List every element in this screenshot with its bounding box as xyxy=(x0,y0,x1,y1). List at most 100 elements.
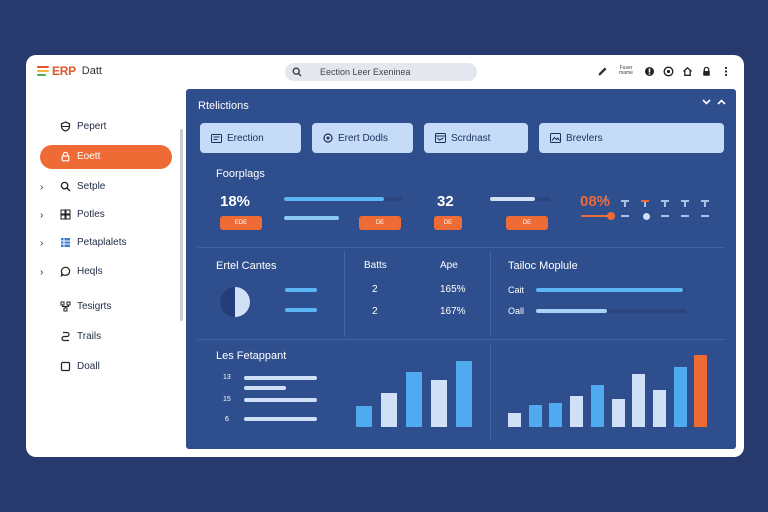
chevron-right-icon[interactable]: › xyxy=(40,210,44,221)
module-row-label: Cait xyxy=(508,285,525,295)
sidebar-item-petaplalets[interactable]: › Petaplalets xyxy=(40,231,172,255)
list-icon xyxy=(211,133,222,143)
chevron-right-icon[interactable]: › xyxy=(40,238,44,249)
tab-erection[interactable]: Erection xyxy=(200,123,301,153)
chart-bar[interactable] xyxy=(456,361,472,427)
centers-pie-chart xyxy=(220,287,250,317)
sidebar-item-label: Eoett xyxy=(77,151,101,162)
kpi-badge-3[interactable]: DE xyxy=(434,216,462,230)
tab-brevlers[interactable]: Brevlers xyxy=(539,123,724,153)
sidebar-item-heqls[interactable]: › Heqls xyxy=(40,260,172,284)
sidebar-item-potles[interactable]: › Potles xyxy=(40,203,172,227)
sidebar-item-pepert[interactable]: Pepert xyxy=(40,115,172,139)
circle-icon xyxy=(323,133,333,143)
table-cell: 2 xyxy=(372,306,378,317)
chart-row-label: 15 xyxy=(223,396,231,403)
sidebar-item-doall[interactable]: Doall xyxy=(40,355,172,379)
sidebar-item-label: Potles xyxy=(77,209,105,220)
sidebar-item-eoett[interactable]: Eoett xyxy=(40,145,172,169)
kpi-badge-2[interactable]: DE xyxy=(359,216,401,230)
sidebar-item-label: Pepert xyxy=(77,121,107,132)
app-logo[interactable]: ERP Datt xyxy=(37,64,102,78)
chart-bar[interactable] xyxy=(406,372,422,427)
logo-mark-icon xyxy=(37,66,49,76)
kpi-slider-grid[interactable] xyxy=(581,193,716,225)
chevron-right-icon[interactable]: › xyxy=(40,267,44,278)
chart-bar[interactable] xyxy=(508,413,521,427)
kpi-value-1: 18% xyxy=(220,193,251,210)
image-icon xyxy=(550,133,561,143)
chart-bar[interactable] xyxy=(632,374,646,427)
compass-icon[interactable] xyxy=(662,64,675,78)
chart-bar[interactable] xyxy=(694,355,708,427)
sidebar-item-trails[interactable]: Trails xyxy=(40,325,172,349)
chart-bar[interactable] xyxy=(652,390,666,427)
sidebar-item-label: Trails xyxy=(77,331,102,342)
chevron-down-icon[interactable] xyxy=(702,98,711,106)
module-track-2 xyxy=(536,309,686,313)
sidebar-item-label: Petaplalets xyxy=(77,237,127,248)
module-title: Tailoc Moplule xyxy=(508,260,578,272)
tab-erert-dodls[interactable]: Erert Dodls xyxy=(312,123,413,153)
kpi-track-1 xyxy=(284,197,402,201)
window-icon xyxy=(435,133,446,143)
logo-name: ERP xyxy=(52,64,76,78)
kpi-progress-2 xyxy=(490,197,535,201)
right-bar-chart xyxy=(508,347,714,427)
module-progress-2 xyxy=(536,309,607,313)
pie-slice xyxy=(235,287,250,317)
chart-bar[interactable] xyxy=(611,399,625,427)
kpi-marker-label: L xyxy=(605,195,609,202)
notification-icon[interactable] xyxy=(643,64,656,78)
lock-icon xyxy=(59,150,72,163)
chart-bar[interactable] xyxy=(528,405,542,427)
user-name-label[interactable]: Fuser mame xyxy=(619,65,633,76)
tab-label: Erert Dodls xyxy=(338,132,389,144)
col-header-batts: Batts xyxy=(364,260,387,271)
tab-label: Erection xyxy=(227,132,264,144)
square-icon xyxy=(59,360,72,373)
sidebar-scrollbar[interactable] xyxy=(180,129,183,321)
kpi-slider-handle[interactable] xyxy=(607,212,615,220)
search-icon xyxy=(59,180,72,193)
kpi-badge-1[interactable]: EDE xyxy=(220,216,262,230)
legend-bar xyxy=(244,417,317,421)
chart-bar[interactable] xyxy=(381,393,397,427)
chart-bar[interactable] xyxy=(431,380,447,427)
kpi-subbar-1 xyxy=(284,216,339,220)
kpi-slider-fill xyxy=(581,215,611,217)
chart-bar[interactable] xyxy=(549,403,563,427)
search-input[interactable] xyxy=(320,67,470,77)
kpi-value-3: 08% xyxy=(580,193,611,210)
left-chart-title: Les Fetappant xyxy=(216,350,287,362)
sidebar-item-tesigrts[interactable]: Tesigrts xyxy=(40,295,172,319)
divider xyxy=(490,343,491,441)
main-panel: Rtelictions Erection Erert Dodls Scrdnas… xyxy=(186,89,736,449)
home-icon[interactable] xyxy=(681,64,694,78)
chevron-up-icon[interactable] xyxy=(717,98,726,106)
centers-bar-2 xyxy=(285,308,317,312)
chevron-right-icon[interactable]: › xyxy=(40,182,44,193)
search-box[interactable] xyxy=(285,63,477,81)
legend-bar xyxy=(244,376,317,380)
chart-bar[interactable] xyxy=(570,396,584,427)
kpi-slider-node[interactable] xyxy=(643,213,650,220)
chart-bar[interactable] xyxy=(673,367,687,427)
chart-bar[interactable] xyxy=(590,385,604,427)
pen-icon[interactable] xyxy=(596,64,609,78)
tab-label: Scrdnast xyxy=(451,132,491,144)
table-cell: 165% xyxy=(440,284,466,295)
tab-scrdnast[interactable]: Scrdnast xyxy=(424,123,528,153)
chart-bar[interactable] xyxy=(356,406,372,427)
chart-row-label: 13 xyxy=(223,374,231,381)
panel-controls xyxy=(702,98,726,106)
legend-bar xyxy=(244,386,286,390)
tab-label: Brevlers xyxy=(566,132,603,144)
table-cell: 167% xyxy=(440,306,466,317)
lock-icon[interactable] xyxy=(700,64,713,78)
kpi-badge-4[interactable]: DE xyxy=(506,216,548,230)
sidebar-item-setple[interactable]: › Setple xyxy=(40,175,172,199)
more-icon[interactable] xyxy=(719,64,732,78)
app-subtitle: Datt xyxy=(81,65,102,77)
app-window: ERP Datt Fuser mame xyxy=(26,55,744,457)
